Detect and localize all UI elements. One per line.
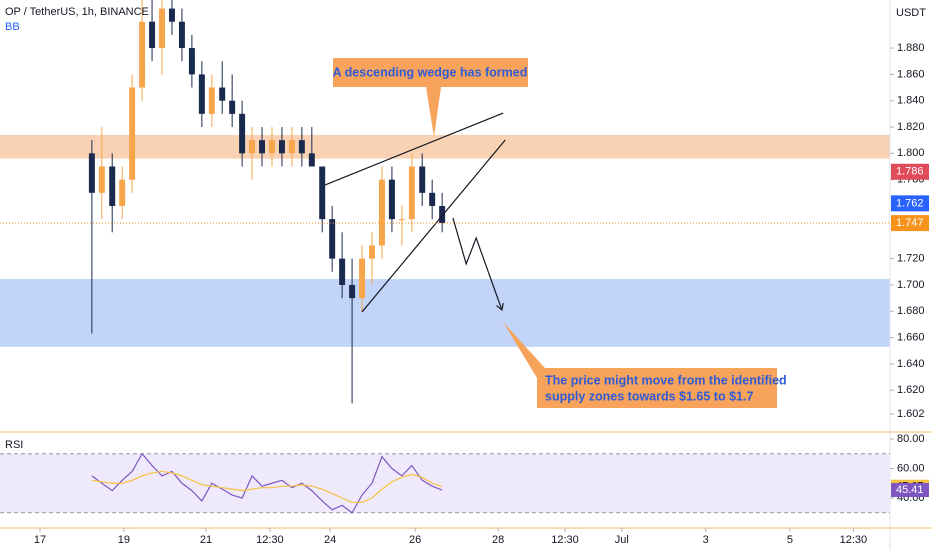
annotation-text: A descending wedge has formed bbox=[333, 65, 528, 79]
annotation-bubble bbox=[333, 58, 528, 137]
x-tick-label: 5 bbox=[787, 534, 793, 546]
candle-body bbox=[249, 140, 256, 154]
y-tick-label: 60.00 bbox=[897, 462, 925, 474]
x-tick-label: Jul bbox=[615, 534, 629, 546]
trend-line bbox=[324, 112, 504, 186]
price-label: 1.786 bbox=[896, 166, 924, 178]
y-tick-label: 1.640 bbox=[897, 358, 925, 370]
candle-body bbox=[439, 205, 446, 224]
candle-body bbox=[398, 219, 405, 221]
x-tick-label: 21 bbox=[200, 534, 212, 546]
x-tick-label: 28 bbox=[492, 534, 504, 546]
candle-body bbox=[139, 21, 146, 88]
candle-body bbox=[408, 166, 415, 220]
y-tick-label: 1.620 bbox=[897, 384, 925, 396]
zone bbox=[0, 279, 890, 347]
currency: USDT bbox=[896, 7, 926, 19]
x-tick-label: 26 bbox=[409, 534, 421, 546]
y-tick-label: 1.700 bbox=[897, 279, 925, 291]
candle-body bbox=[229, 100, 236, 114]
annotation-text: The price might move from the identified bbox=[545, 373, 787, 387]
price-label-box bbox=[891, 195, 929, 212]
y-tick-label: 1.860 bbox=[897, 68, 925, 80]
y-tick-label: 1.840 bbox=[897, 95, 925, 107]
y-tick-label: 1.660 bbox=[897, 332, 925, 344]
candle-body bbox=[109, 166, 116, 206]
x-tick-label: 19 bbox=[118, 534, 130, 546]
candle-body bbox=[369, 245, 375, 259]
candle-body bbox=[429, 192, 436, 206]
x-tick-label: 24 bbox=[324, 534, 336, 546]
arrow-head bbox=[496, 302, 504, 312]
annotation-bubble bbox=[503, 322, 777, 408]
rsi-title: RSI bbox=[5, 439, 23, 451]
candle-body bbox=[388, 179, 395, 220]
zone bbox=[0, 134, 890, 159]
last-price-label: 1.747 bbox=[896, 217, 924, 229]
candle-body bbox=[219, 87, 226, 101]
candle-body bbox=[239, 113, 246, 154]
candle-body bbox=[98, 166, 105, 193]
y-tick-label: 80.00 bbox=[897, 433, 925, 445]
last-price-box bbox=[891, 215, 929, 232]
candle-body bbox=[259, 140, 266, 154]
y-tick-label: 1.720 bbox=[897, 253, 925, 265]
x-tick-label: 12:30 bbox=[256, 534, 284, 546]
candle-body bbox=[419, 166, 426, 193]
candle-body bbox=[278, 140, 285, 154]
rsi-line bbox=[91, 452, 443, 514]
chart-title: OP / TetherUS, 1h, BINANCE bbox=[5, 6, 149, 18]
y-tick-label: 1.602 bbox=[897, 408, 925, 420]
rsi-line bbox=[91, 470, 443, 504]
trend-line bbox=[452, 217, 503, 311]
rsi-band bbox=[0, 453, 890, 513]
candle-body bbox=[339, 258, 346, 285]
price-label: 1.762 bbox=[896, 197, 924, 209]
candle-body bbox=[159, 8, 166, 49]
candle-body bbox=[298, 140, 305, 154]
x-tick-label: 12:30 bbox=[551, 534, 579, 546]
rsi-value-box bbox=[891, 483, 929, 498]
trend-line bbox=[361, 139, 506, 313]
candle-body bbox=[119, 179, 126, 206]
x-tick-label: 12:30 bbox=[840, 534, 868, 546]
candle-body bbox=[308, 153, 315, 167]
candle-body bbox=[129, 87, 136, 180]
candle-body bbox=[149, 21, 156, 49]
candle-body bbox=[88, 153, 95, 193]
candle-body bbox=[288, 140, 295, 154]
candle-body bbox=[359, 258, 366, 299]
price-label-box bbox=[891, 163, 929, 180]
candle-body bbox=[319, 166, 326, 220]
candle-body bbox=[208, 87, 215, 114]
rsi-value-label: 45.41 bbox=[896, 484, 924, 496]
y-tick-label: 1.680 bbox=[897, 305, 925, 317]
y-tick-label: 1.880 bbox=[897, 42, 925, 54]
candle-body bbox=[349, 284, 356, 299]
candle-body bbox=[269, 140, 275, 154]
candle-body bbox=[198, 74, 205, 114]
y-tick-label: 1.800 bbox=[897, 147, 925, 159]
y-tick-label: 1.820 bbox=[897, 121, 925, 133]
annotation-text: supply zones towards $1.65 to $1.7 bbox=[545, 389, 753, 403]
candle-body bbox=[378, 179, 385, 246]
x-tick-label: 17 bbox=[34, 534, 46, 546]
x-tick-label: 3 bbox=[703, 534, 709, 546]
candle-body bbox=[178, 21, 185, 49]
candle-body bbox=[188, 48, 195, 75]
candle-body bbox=[329, 219, 336, 259]
indicator-label: BB bbox=[5, 21, 20, 33]
candle-body bbox=[168, 8, 175, 22]
